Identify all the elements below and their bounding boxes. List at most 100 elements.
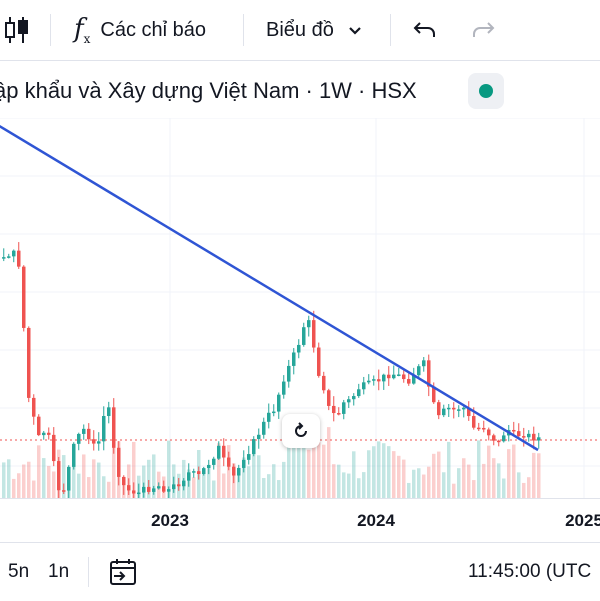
candle [37,416,41,436]
volume-bar [367,450,371,498]
candle [497,440,501,443]
candle [422,360,426,367]
volume-bar [247,466,251,498]
candle [177,484,181,487]
time-axis[interactable]: 2023 2024 2025 [0,498,600,543]
volume-bar [132,441,136,498]
volume-bar [297,435,301,498]
volume-bar [387,446,391,498]
volume-bar [322,444,326,498]
candle [412,375,416,384]
candle [502,435,506,442]
volume-bar [382,443,386,498]
candle [187,472,191,481]
x-tick-2025: 2025 [565,511,600,530]
volume-bar [82,454,86,498]
candle [347,399,351,403]
market-status-badge[interactable] [468,73,504,109]
volume-bar [287,445,291,498]
candle [32,397,36,417]
volume-bar [212,480,216,498]
range-1n-button[interactable]: 1n [48,561,70,582]
candle [107,407,111,417]
price-chart[interactable] [0,118,600,498]
volume-bar [242,457,246,498]
volume-bar [92,459,96,498]
x-tick-2023: 2023 [151,511,189,530]
candle [7,256,11,258]
date-range-icon[interactable] [108,543,138,601]
candle [232,466,236,476]
reset-chart-button[interactable] [282,414,320,448]
candle [262,421,266,435]
candle [122,476,126,486]
candle [247,454,251,460]
candle [137,492,141,495]
volume-bar [442,472,446,498]
chevron-down-icon [348,19,362,42]
candle [517,431,521,437]
candle [227,457,231,467]
redo-icon[interactable] [470,0,496,60]
candle [532,433,536,441]
candle [277,394,281,412]
volume-bar [112,442,116,498]
candle [2,257,6,259]
candle [67,466,71,491]
volume-bar [422,474,426,498]
candle [527,433,531,438]
volume-bar [317,442,321,498]
candle [462,407,466,410]
volume-bar [252,450,256,498]
volume-bar [17,473,21,498]
volume-bar [222,473,226,498]
candle [172,484,176,490]
volume-bar [417,468,421,498]
chart-type-label: Biểu đồ [266,18,334,41]
volume-bar [237,473,241,498]
candle [237,467,241,476]
candles-icon[interactable] [4,0,30,60]
volume-bar [7,459,11,498]
volume-bar [27,461,31,498]
chart-type-button[interactable]: Biểu đồ [266,0,362,60]
candle [82,428,86,434]
candle [12,250,16,257]
volume-bar [467,464,471,498]
candle [22,266,26,328]
candle [382,374,386,382]
volume-bar [502,478,506,498]
volume-bar [512,444,516,498]
volume-bar [527,477,531,498]
volume-bar [192,477,196,498]
candle [147,486,151,492]
volume-bar [72,462,76,498]
x-tick-2024: 2024 [357,511,395,530]
candle [342,402,346,414]
candle [197,471,201,475]
volume-bar [37,445,41,498]
volume-bar [272,464,276,498]
volume-bar [432,453,436,498]
candle [472,416,476,428]
undo-icon[interactable] [412,0,438,60]
candle [447,407,451,410]
volume-bar [202,468,206,498]
volume-bar [532,452,536,498]
volume-bar [42,458,46,498]
volume-bar [537,453,541,498]
candle [442,408,446,416]
volume-bar [397,455,401,498]
candle [77,433,81,444]
candle [117,447,121,477]
candle [452,407,456,410]
volume-bar [517,472,521,498]
candle [272,411,276,414]
volume-bar [342,472,346,498]
indicators-button[interactable]: fx Các chỉ báo [74,0,206,60]
range-5n-button[interactable]: 5n [8,561,30,582]
volume-bar [327,427,331,498]
candle [437,402,441,416]
volume-bar [2,462,6,498]
clock-timezone-label[interactable]: 11:45:00 (UTC [468,561,592,582]
